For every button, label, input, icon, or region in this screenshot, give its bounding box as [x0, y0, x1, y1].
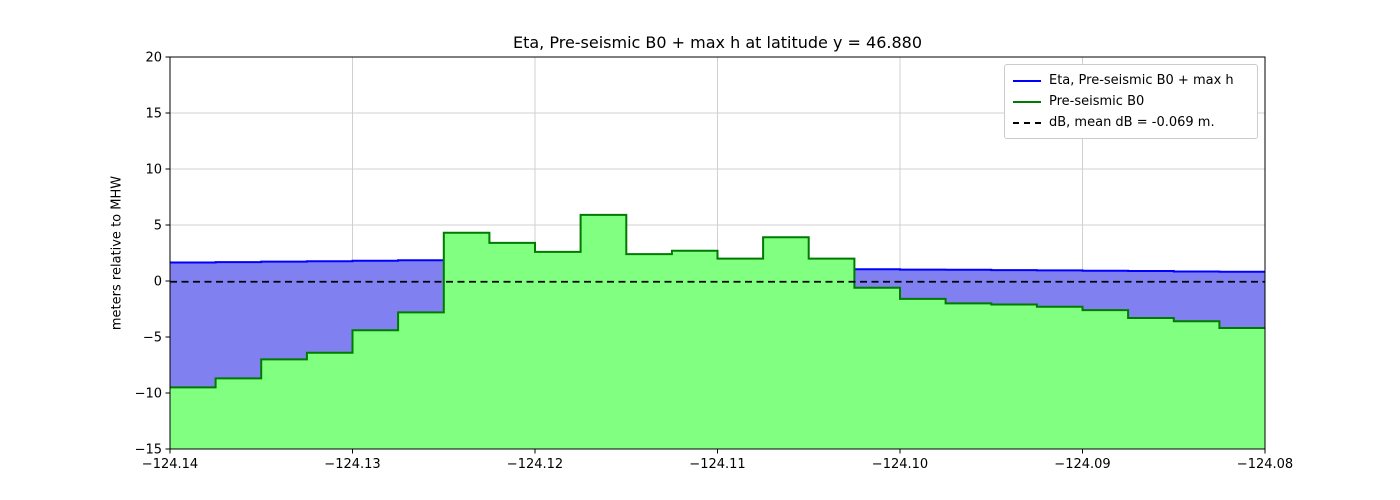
y-tick-label: 5 [154, 219, 162, 234]
y-tick-label: −10 [135, 387, 162, 402]
y-axis-label: meters relative to MHW [109, 175, 125, 331]
x-tick-label: −124.13 [324, 457, 380, 472]
x-tick-label: −124.14 [142, 457, 198, 472]
x-tick-label: −124.09 [1054, 457, 1110, 472]
b0-step-line [170, 213, 1265, 389]
y-tick-label: 0 [154, 275, 162, 290]
y-tick-label: −15 [135, 443, 162, 458]
y-tick-label: 15 [145, 107, 162, 122]
x-tick-label: −124.10 [872, 457, 928, 472]
legend-line-sample-eta [1013, 79, 1041, 82]
eta-step-line [854, 268, 1265, 273]
legend-entry-db: dB, mean dB = -0.069 m. [1013, 112, 1249, 133]
legend-label-eta: Eta, Pre-seismic B0 + max h [1049, 73, 1234, 88]
water-area [170, 260, 444, 388]
legend-label-db: dB, mean dB = -0.069 m. [1049, 115, 1215, 130]
y-tick-label: 20 [145, 51, 162, 66]
x-tick-label: −124.08 [1237, 457, 1293, 472]
eta-step-line [170, 259, 444, 264]
x-tick-label: −124.11 [689, 457, 745, 472]
y-tick-label: −5 [143, 331, 162, 346]
y-tick-label: 10 [145, 163, 162, 178]
chart-title: Eta, Pre-seismic B0 + max h at latitude … [512, 33, 922, 52]
water-area [854, 269, 1265, 328]
legend-entry-b0: Pre-seismic B0 [1013, 91, 1249, 112]
legend: Eta, Pre-seismic B0 + max h Pre-seismic … [1004, 64, 1258, 139]
legend-label-b0: Pre-seismic B0 [1049, 94, 1145, 109]
legend-entry-eta: Eta, Pre-seismic B0 + max h [1013, 70, 1249, 91]
legend-line-sample-b0 [1013, 100, 1041, 103]
x-tick-label: −124.12 [507, 457, 563, 472]
legend-line-sample-db [1013, 121, 1041, 124]
land-area [170, 214, 1265, 449]
